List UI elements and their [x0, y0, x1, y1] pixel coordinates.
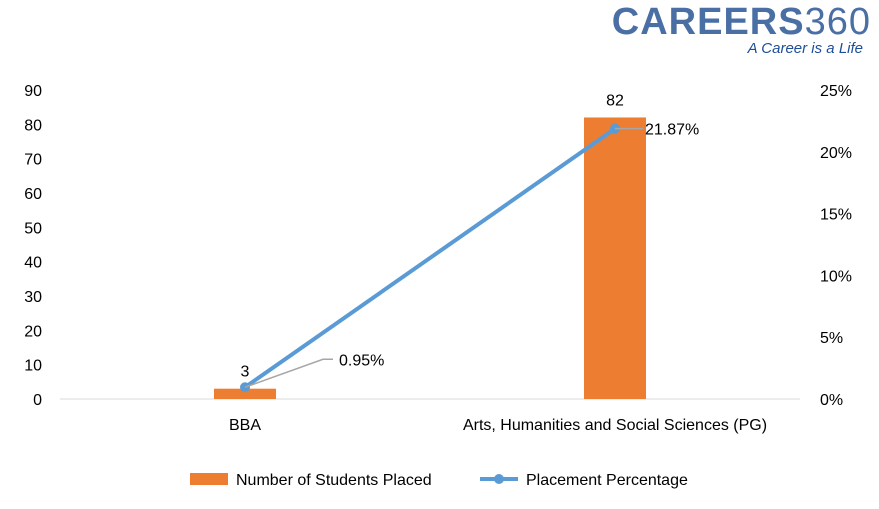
x-category-label: Arts, Humanities and Social Sciences (PG…: [463, 417, 767, 434]
y-left-tick-label: 40: [24, 255, 42, 272]
y-right-tick-label: 20%: [820, 145, 852, 162]
y-right-tick-label: 0%: [820, 392, 843, 409]
y-left-tick-label: 90: [24, 83, 42, 100]
bar: [584, 117, 646, 399]
y-left-tick-label: 50: [24, 220, 42, 237]
y-right-tick-label: 5%: [820, 330, 843, 347]
legend-label: Number of Students Placed: [236, 472, 432, 489]
y-right-tick-label: 15%: [820, 207, 852, 224]
bar-data-label: 3: [241, 364, 250, 381]
logo-tagline: A Career is a Life: [747, 40, 863, 57]
legend-line-marker: [494, 474, 504, 484]
logo-brand-number: 360: [804, 1, 871, 43]
leader-line: [244, 358, 333, 388]
y-left-tick-label: 70: [24, 152, 42, 169]
y-left-tick-label: 60: [24, 186, 42, 203]
y-left-tick-label: 30: [24, 289, 42, 306]
y-left-tick-label: 20: [24, 323, 42, 340]
x-category-label: BBA: [229, 417, 261, 434]
y-left-tick-label: 0: [33, 392, 42, 409]
y-right-tick-label: 25%: [820, 83, 852, 100]
bar: [214, 388, 276, 399]
line-data-label: 0.95%: [339, 352, 384, 369]
y-right-tick-label: 10%: [820, 268, 852, 285]
legend-bar-swatch: [190, 473, 228, 485]
bar-data-label: 82: [606, 92, 624, 109]
y-left-tick-label: 10: [24, 358, 42, 375]
careers360-logo: CAREERS360 A Career is a Life: [612, 2, 871, 57]
y-left-tick-label: 80: [24, 117, 42, 134]
line-series: [243, 126, 617, 390]
line-data-label: 21.87%: [645, 122, 699, 139]
logo-brand: CAREERS: [611, 1, 805, 43]
legend-label: Placement Percentage: [526, 472, 688, 489]
